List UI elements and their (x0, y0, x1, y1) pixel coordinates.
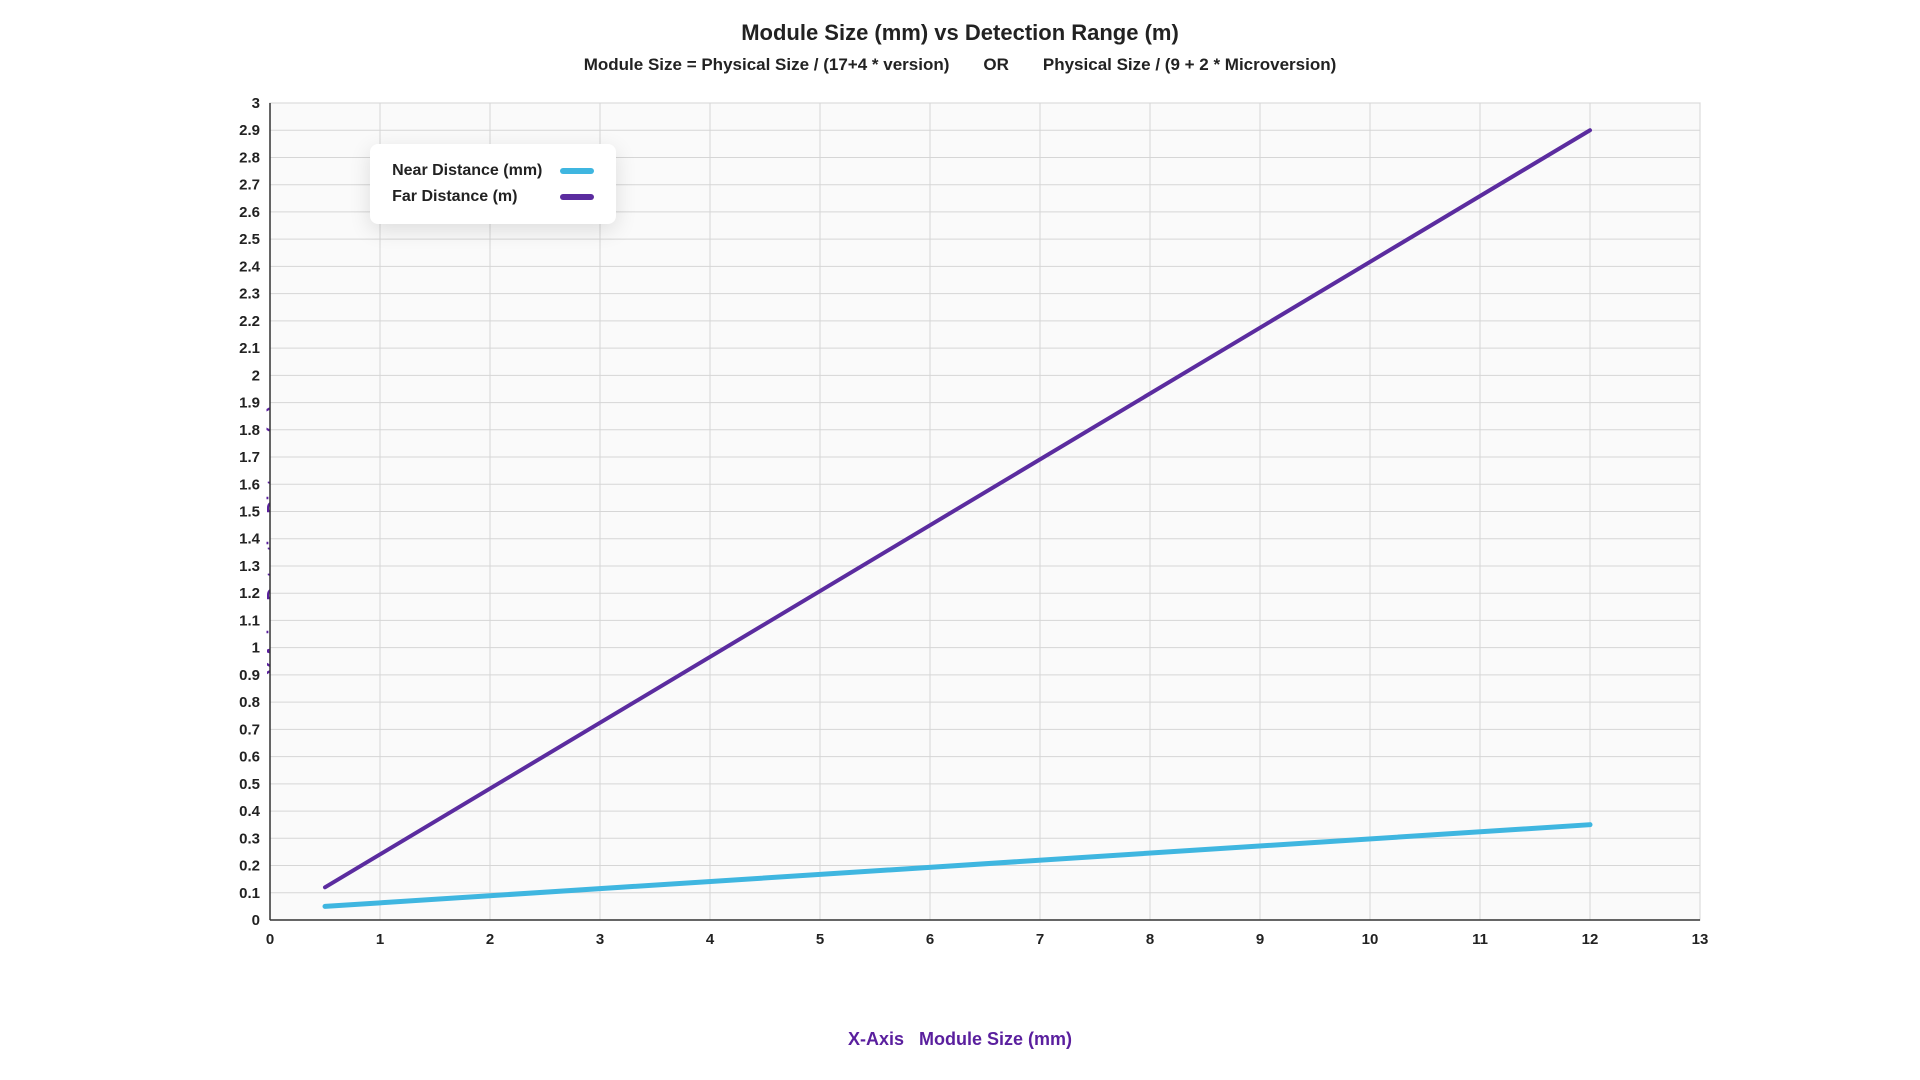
svg-text:9: 9 (1256, 931, 1264, 948)
svg-text:0: 0 (252, 912, 260, 929)
svg-text:2: 2 (486, 931, 494, 948)
svg-text:0: 0 (266, 931, 274, 948)
chart-subtitle: Module Size = Physical Size / (17+4 * ve… (0, 55, 1920, 75)
svg-text:5: 5 (816, 931, 824, 948)
legend-swatch (560, 194, 594, 200)
legend-label: Far Distance (m) (392, 188, 517, 206)
svg-text:2.3: 2.3 (239, 286, 260, 303)
chart-title: Module Size (mm) vs Detection Range (m) (0, 20, 1920, 46)
svg-text:2.1: 2.1 (239, 340, 260, 357)
svg-text:2: 2 (252, 367, 260, 384)
svg-text:0.9: 0.9 (239, 667, 260, 684)
svg-text:3: 3 (252, 95, 260, 112)
svg-text:1: 1 (376, 931, 384, 948)
x-axis-label: X-Axis Module Size (mm) (0, 1029, 1920, 1050)
svg-text:6: 6 (926, 931, 934, 948)
svg-text:2.8: 2.8 (239, 149, 260, 166)
svg-text:11: 11 (1472, 931, 1488, 948)
legend-item-near: Near Distance (mm) (392, 158, 594, 184)
page: Module Size (mm) vs Detection Range (m) … (0, 0, 1920, 1080)
svg-text:1: 1 (252, 640, 260, 657)
svg-text:2.9: 2.9 (239, 122, 260, 139)
svg-text:2.7: 2.7 (239, 177, 260, 194)
svg-text:1.3: 1.3 (239, 558, 260, 575)
x-axis-prefix: X-Axis (848, 1029, 904, 1049)
legend-label: Near Distance (mm) (392, 162, 542, 180)
svg-text:0.6: 0.6 (239, 749, 260, 766)
svg-text:1.4: 1.4 (239, 531, 261, 548)
svg-text:0.1: 0.1 (239, 885, 260, 902)
x-axis-text: Module Size (mm) (919, 1029, 1072, 1049)
svg-text:0.3: 0.3 (239, 830, 260, 847)
svg-text:2.6: 2.6 (239, 204, 260, 221)
svg-text:1.9: 1.9 (239, 395, 260, 412)
svg-text:2.4: 2.4 (239, 258, 261, 275)
svg-text:1.6: 1.6 (239, 476, 260, 493)
chart-plot: 01234567891011121300.10.20.30.40.50.60.7… (210, 95, 1710, 975)
svg-text:2.5: 2.5 (239, 231, 260, 248)
svg-text:12: 12 (1582, 931, 1599, 948)
legend-item-far: Far Distance (m) (392, 184, 594, 210)
svg-text:10: 10 (1362, 931, 1379, 948)
svg-text:3: 3 (596, 931, 604, 948)
svg-text:4: 4 (706, 931, 715, 948)
chart-svg: 01234567891011121300.10.20.30.40.50.60.7… (210, 95, 1710, 975)
svg-text:1.8: 1.8 (239, 422, 260, 439)
svg-text:0.8: 0.8 (239, 694, 260, 711)
svg-text:13: 13 (1692, 931, 1709, 948)
svg-text:0.7: 0.7 (239, 721, 260, 738)
svg-text:2.2: 2.2 (239, 313, 260, 330)
svg-text:0.2: 0.2 (239, 858, 260, 875)
svg-text:7: 7 (1036, 931, 1044, 948)
svg-text:1.2: 1.2 (239, 585, 260, 602)
svg-text:1.1: 1.1 (239, 612, 260, 629)
svg-text:0.4: 0.4 (239, 803, 261, 820)
svg-text:8: 8 (1146, 931, 1154, 948)
chart-legend: Near Distance (mm) Far Distance (m) (370, 144, 616, 224)
legend-swatch (560, 168, 594, 174)
svg-text:1.7: 1.7 (239, 449, 260, 466)
svg-text:1.5: 1.5 (239, 504, 260, 521)
svg-text:0.5: 0.5 (239, 776, 260, 793)
